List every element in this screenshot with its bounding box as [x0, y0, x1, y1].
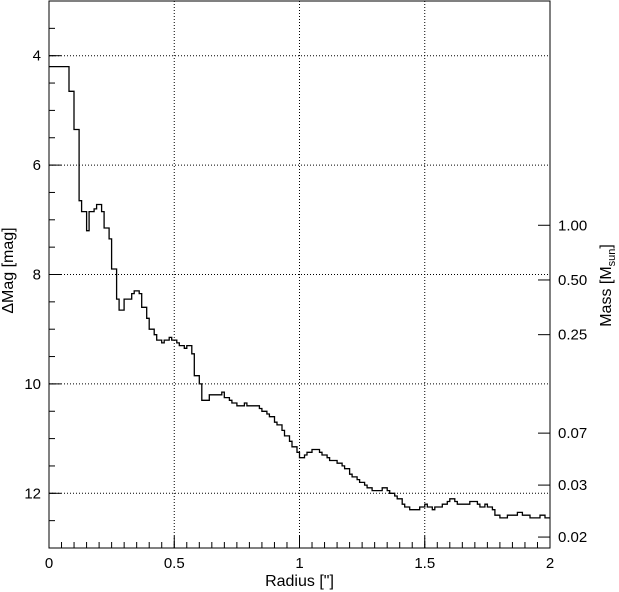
y-tick-label: 8	[33, 267, 41, 284]
y-axis-title: ΔMag [mag]	[0, 227, 17, 313]
y2-axis-title-main: Mass [M	[598, 266, 615, 326]
x-tick-label: 0	[45, 555, 53, 572]
x-tick-label: 1.5	[414, 555, 435, 572]
series-step-line	[49, 65, 550, 519]
x-axis: 0 0.5 1 1.5 2	[45, 536, 554, 572]
x-axis-title: Radius ["]	[265, 573, 334, 590]
y2-axis-title-close: ]	[598, 244, 615, 248]
y2-tick-label: 0.02	[558, 529, 587, 546]
x-tick-label: 0.5	[164, 555, 185, 572]
y2-tick-label: 1.00	[558, 217, 587, 234]
x-tick-label: 2	[546, 555, 554, 572]
y2-axis-title: Mass [Msun]	[598, 244, 618, 327]
series-layer	[49, 65, 550, 519]
y-tick-label: 6	[33, 157, 41, 174]
x-tick-label: 1	[295, 555, 303, 572]
y2-tick-label: 0.03	[558, 477, 587, 494]
y-tick-label: 4	[33, 48, 41, 65]
y-axis-right: 1.00 0.50 0.25 0.07 0.03 0.02	[538, 217, 587, 546]
y-tick-label: 10	[24, 376, 41, 393]
y-tick-label: 12	[24, 485, 41, 502]
grid-lines	[49, 1, 550, 548]
y2-tick-label: 0.07	[558, 425, 587, 442]
y2-tick-label: 0.25	[558, 327, 587, 344]
y2-tick-label: 0.50	[558, 272, 587, 289]
y2-axis-title-sub: sun	[606, 249, 618, 267]
y-axis-left: 4 6 8 10 12	[24, 27, 61, 549]
